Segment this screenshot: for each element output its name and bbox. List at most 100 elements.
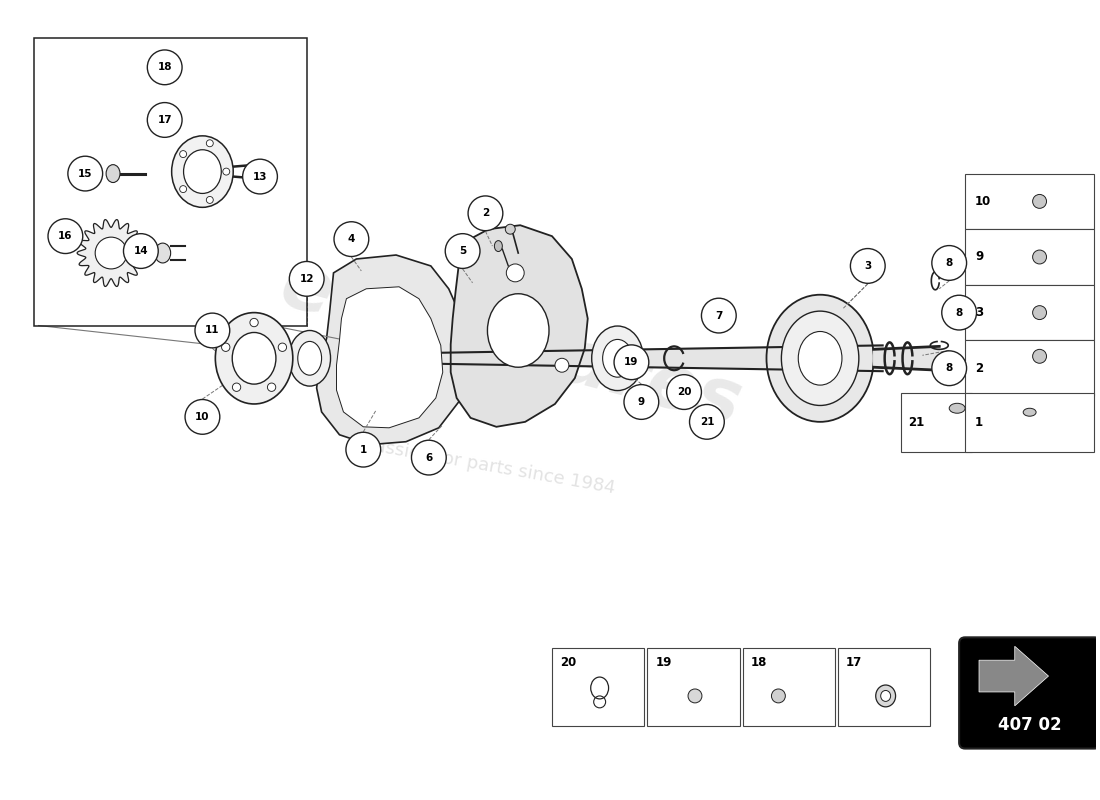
Text: 18: 18	[157, 62, 172, 72]
Circle shape	[690, 405, 724, 439]
Ellipse shape	[216, 313, 293, 404]
Circle shape	[411, 440, 447, 475]
Ellipse shape	[155, 243, 170, 263]
Bar	[742, 648, 835, 726]
Circle shape	[267, 383, 276, 391]
Text: eurospares: eurospares	[272, 249, 749, 442]
Ellipse shape	[494, 241, 503, 251]
Text: 7: 7	[715, 310, 723, 321]
Circle shape	[771, 689, 785, 703]
Circle shape	[446, 234, 480, 269]
Polygon shape	[436, 346, 882, 371]
Text: 17: 17	[846, 656, 862, 669]
Bar	[34, 38, 307, 326]
Polygon shape	[317, 255, 469, 445]
Polygon shape	[979, 646, 1048, 706]
Text: 9: 9	[975, 250, 983, 263]
Text: 11: 11	[205, 326, 220, 335]
Text: 4: 4	[348, 234, 355, 244]
Text: 9: 9	[638, 397, 645, 407]
Circle shape	[232, 383, 241, 391]
Bar	[838, 648, 931, 726]
Circle shape	[688, 689, 702, 703]
Circle shape	[147, 102, 183, 138]
Bar	[901, 394, 971, 452]
Circle shape	[1033, 194, 1046, 208]
Circle shape	[207, 197, 213, 203]
Circle shape	[556, 358, 569, 372]
Circle shape	[942, 295, 977, 330]
FancyBboxPatch shape	[959, 638, 1100, 749]
Circle shape	[1033, 350, 1046, 363]
Circle shape	[334, 222, 368, 257]
Text: 21: 21	[909, 416, 925, 429]
Text: 21: 21	[700, 417, 714, 427]
Circle shape	[243, 159, 277, 194]
Ellipse shape	[1023, 408, 1036, 416]
Text: 12: 12	[299, 274, 314, 284]
Text: 20: 20	[560, 656, 576, 669]
Ellipse shape	[799, 331, 842, 385]
Text: 8: 8	[946, 258, 953, 268]
Circle shape	[505, 224, 515, 234]
Polygon shape	[873, 346, 939, 370]
Circle shape	[1033, 306, 1046, 319]
Polygon shape	[77, 219, 145, 286]
Ellipse shape	[232, 333, 276, 384]
Text: 2: 2	[482, 208, 490, 218]
Circle shape	[96, 237, 126, 269]
Text: 20: 20	[676, 387, 691, 397]
Polygon shape	[337, 286, 442, 428]
Ellipse shape	[949, 403, 965, 414]
Circle shape	[345, 432, 381, 467]
Text: 10: 10	[195, 412, 210, 422]
Text: 13: 13	[253, 171, 267, 182]
Text: 6: 6	[426, 453, 432, 462]
Circle shape	[469, 196, 503, 230]
Text: 16: 16	[58, 231, 73, 241]
Text: a passion for parts since 1984: a passion for parts since 1984	[344, 432, 616, 497]
Ellipse shape	[106, 165, 120, 182]
Text: 18: 18	[750, 656, 767, 669]
Bar	[965, 174, 1094, 229]
Ellipse shape	[781, 311, 859, 406]
Text: 14: 14	[133, 246, 148, 256]
Text: 1: 1	[975, 416, 983, 429]
Ellipse shape	[876, 685, 895, 707]
Ellipse shape	[487, 294, 549, 367]
Circle shape	[195, 313, 230, 348]
Ellipse shape	[881, 690, 891, 702]
Ellipse shape	[298, 342, 321, 375]
Ellipse shape	[767, 294, 873, 422]
Bar	[552, 648, 645, 726]
Bar	[965, 285, 1094, 341]
Text: 2: 2	[975, 362, 983, 374]
Text: 1: 1	[360, 445, 367, 454]
Circle shape	[223, 168, 230, 175]
Circle shape	[289, 262, 324, 296]
Text: 407 02: 407 02	[998, 716, 1062, 734]
Circle shape	[932, 246, 967, 280]
Ellipse shape	[603, 339, 632, 377]
Circle shape	[702, 298, 736, 333]
Ellipse shape	[289, 330, 330, 386]
Ellipse shape	[184, 150, 221, 194]
Text: 8: 8	[946, 363, 953, 374]
Text: 19: 19	[656, 656, 672, 669]
Circle shape	[123, 234, 158, 269]
Ellipse shape	[592, 326, 644, 390]
Text: 19: 19	[624, 358, 639, 367]
Bar	[965, 229, 1094, 285]
Circle shape	[1033, 250, 1046, 264]
Text: 5: 5	[459, 246, 466, 256]
Text: 3: 3	[865, 261, 871, 271]
Circle shape	[667, 374, 702, 410]
Text: 10: 10	[975, 195, 991, 208]
Circle shape	[250, 318, 258, 326]
Circle shape	[506, 264, 525, 282]
Text: 3: 3	[975, 306, 983, 319]
Circle shape	[221, 343, 230, 351]
Polygon shape	[451, 226, 587, 427]
Circle shape	[850, 249, 886, 283]
Circle shape	[179, 186, 187, 193]
